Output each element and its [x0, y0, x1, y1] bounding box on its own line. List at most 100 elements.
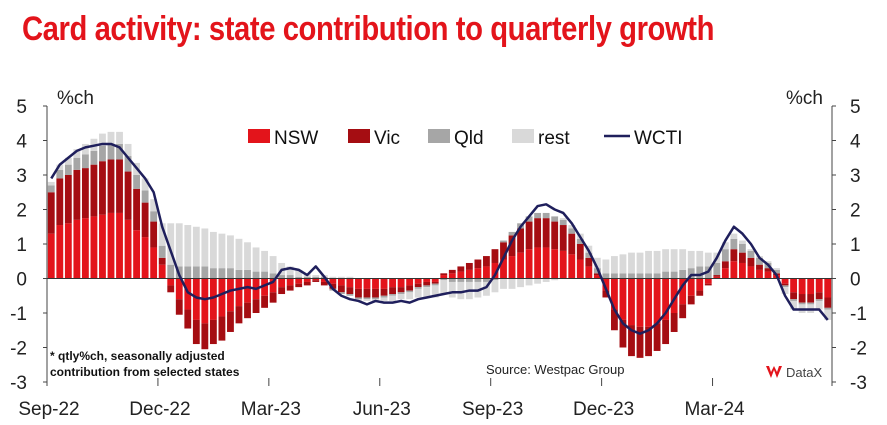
bar-vic-54: [508, 235, 516, 257]
bar-vic-55: [517, 228, 524, 253]
bar-qld-65: [602, 273, 610, 279]
bar-nsw-62: [576, 259, 584, 279]
bar-rest-67: [619, 254, 627, 274]
bar-vic-29: [295, 283, 303, 288]
bar-qld-82: [747, 250, 755, 258]
bar-rest-84: [764, 261, 772, 263]
bar-vic-41: [397, 287, 405, 293]
bar-nsw-91: [824, 278, 832, 298]
bar-qld-9: [124, 156, 132, 172]
bar-vic-88: [798, 294, 806, 303]
bar-nsw-8: [116, 212, 123, 279]
bar-nsw-11: [141, 237, 149, 279]
bar-rest-64: [593, 257, 601, 269]
legend: NSW Vic Qld rest WCTI: [248, 128, 683, 149]
bar-nsw-4: [81, 218, 89, 279]
bar-vic-18: [201, 323, 209, 350]
bar-qld-63: [585, 252, 593, 258]
y-tick-label-left-3: 3: [16, 166, 27, 187]
bar-rest-46: [440, 280, 448, 295]
bar-rest-79: [721, 242, 729, 250]
bar-rest-68: [628, 252, 635, 274]
bar-nsw-45: [431, 278, 439, 282]
bar-nsw-25: [261, 278, 268, 296]
bar-nsw-86: [781, 278, 789, 284]
bar-qld-51: [483, 278, 490, 282]
bar-vic-1: [56, 178, 64, 226]
bar-nsw-5: [90, 216, 98, 279]
bar-vic-40: [389, 287, 396, 295]
bar-nsw-55: [517, 252, 524, 279]
y-tick-label-left-5: 5: [16, 97, 27, 118]
bar-qld-44: [423, 285, 431, 288]
bar-rest-1: [56, 164, 64, 170]
bar-vic-45: [431, 281, 439, 284]
bar-nsw-20: [218, 278, 226, 317]
datax-logo: DataX: [766, 365, 822, 380]
bar-vic-47: [448, 269, 456, 274]
bar-rest-16: [184, 225, 192, 267]
bars-layer: [47, 131, 832, 358]
bar-vic-86: [781, 283, 789, 286]
bar-vic-82: [747, 257, 755, 267]
bar-qld-43: [414, 287, 422, 289]
chart-title: Card activity: state contribution to qua…: [22, 10, 715, 48]
bar-rest-74: [679, 249, 687, 270]
bar-qld-74: [679, 269, 687, 279]
bar-qld-2: [64, 164, 72, 175]
bar-vic-52: [491, 249, 499, 263]
bar-qld-40: [389, 294, 396, 296]
bar-nsw-76: [696, 278, 704, 291]
bar-vic-35: [346, 287, 354, 295]
bar-vic-60: [559, 225, 567, 251]
bar-rest-19: [209, 231, 217, 269]
legend-label-qld: Qld: [454, 128, 484, 149]
y-unit-left: %ch: [57, 88, 94, 109]
bar-rest-90: [815, 300, 823, 310]
bar-nsw-74: [679, 278, 687, 305]
bar-vic-43: [414, 283, 422, 288]
legend-label-nsw: NSW: [274, 128, 318, 149]
bar-qld-23: [244, 269, 251, 279]
bar-rest-33: [329, 276, 337, 279]
bar-nsw-77: [704, 278, 712, 284]
bar-nsw-88: [798, 278, 806, 295]
bar-vic-5: [90, 164, 98, 217]
bar-nsw-14: [167, 278, 175, 286]
bar-qld-1: [56, 169, 64, 179]
bar-rest-58: [542, 278, 550, 282]
bar-rest-42: [406, 292, 414, 300]
bar-nsw-23: [244, 278, 251, 303]
bar-qld-47: [448, 278, 456, 282]
bar-vic-15: [175, 299, 183, 315]
westpac-w-icon: [766, 366, 782, 378]
bar-qld-29: [295, 276, 303, 279]
bar-nsw-28: [286, 278, 294, 286]
bar-rest-80: [730, 233, 738, 239]
bar-qld-72: [662, 271, 670, 279]
bar-rest-15: [175, 223, 183, 267]
x-tick-label-2: Mar-23: [241, 399, 301, 420]
bar-nsw-53: [500, 259, 507, 279]
bar-vic-21: [227, 311, 234, 332]
bar-nsw-46: [440, 275, 448, 279]
bar-nsw-33: [329, 278, 337, 284]
bar-rest-47: [448, 281, 456, 298]
bar-nsw-49: [465, 269, 473, 279]
bar-rest-35: [346, 276, 354, 279]
bar-qld-24: [252, 271, 260, 279]
bar-rest-48: [457, 281, 465, 300]
bar-qld-54: [508, 231, 516, 236]
bar-vic-90: [815, 292, 823, 300]
bar-qld-62: [576, 238, 584, 244]
bar-qld-37: [363, 297, 371, 300]
bar-rest-11: [141, 178, 149, 191]
bar-nsw-21: [227, 278, 234, 312]
bar-vic-61: [568, 233, 576, 255]
bar-vic-28: [286, 285, 294, 291]
bar-nsw-12: [150, 247, 158, 279]
bar-vic-33: [329, 283, 337, 289]
bar-qld-14: [167, 264, 175, 279]
bar-nsw-63: [585, 266, 593, 279]
bar-rest-55: [517, 278, 524, 288]
